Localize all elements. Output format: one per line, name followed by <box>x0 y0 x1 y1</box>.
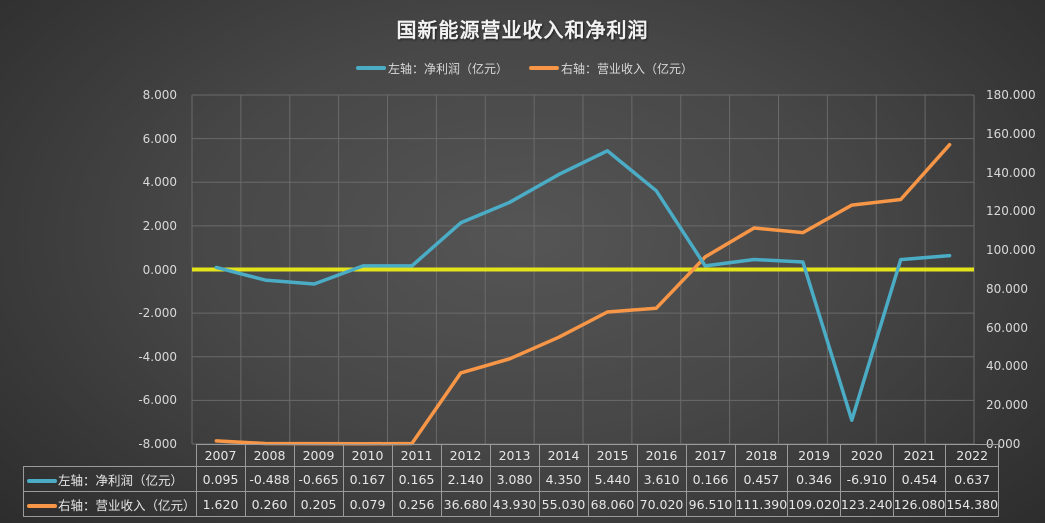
legend-label: 右轴：营业收入（亿元） <box>561 61 694 76</box>
table-row-label: 右轴：营业收入（亿元） <box>23 491 197 517</box>
right-axis-tick: 120.000 <box>986 204 1036 219</box>
table-year-cell: 2015 <box>587 444 638 467</box>
left-axis-tick: 8.000 <box>142 88 177 102</box>
right-axis-tick: 60.000 <box>986 320 1028 335</box>
table-cell: 3.080 <box>489 466 540 492</box>
series-line-net-profit <box>214 149 952 422</box>
left-axis-tick: 2.000 <box>142 218 177 233</box>
table-cell: 0.079 <box>342 491 393 517</box>
table-year-cell: 2017 <box>685 444 736 467</box>
legend-label: 左轴：净利润（亿元） <box>388 61 509 76</box>
table-row-years: 2007 2008 2009 2010 2011 2012 2013 2014 2015 2016… <box>24 444 1000 467</box>
table-row-label-text: 右轴：营业收入（亿元） <box>58 497 196 513</box>
table-row: 右轴：营业收入（亿元） 1.620 0.260 0.205 0.079 0.256 36.6… <box>23 491 1000 517</box>
table-year-cell: 2013 <box>489 444 540 467</box>
table-cell: 2.140 <box>440 466 491 492</box>
table-cell: 0.637 <box>945 466 1000 492</box>
table-cell: 36.680 <box>440 491 491 517</box>
table-cell: 3.610 <box>636 466 687 492</box>
table-year-cell: 2010 <box>342 444 393 467</box>
table-cell: 4.350 <box>538 466 589 492</box>
table-cell: 123.240 <box>839 491 894 517</box>
table-cell: 0.457 <box>734 466 789 492</box>
series-line-revenue <box>214 142 952 446</box>
table-year-cell: 2021 <box>892 444 947 467</box>
table-year-cell: 2020 <box>839 444 894 467</box>
table-cell: 154.380 <box>945 491 1000 517</box>
legend-item-revenue[interactable]: 右轴：营业收入（亿元） <box>529 59 693 77</box>
table-cell: 111.390 <box>734 491 789 517</box>
table-cell: 5.440 <box>587 466 638 492</box>
table-cell: 70.020 <box>636 491 687 517</box>
table-cell: 0.167 <box>342 466 393 492</box>
table-cell: -6.910 <box>839 466 894 492</box>
table-year-cell: 2009 <box>293 444 344 467</box>
right-axis-tick: 140.000 <box>986 165 1036 180</box>
table-cell: 1.620 <box>195 491 246 517</box>
left-axis-tick: 6.000 <box>142 131 177 146</box>
table-cell: 43.930 <box>489 491 540 517</box>
table-corner <box>24 445 197 467</box>
right-axis-tick: 160.000 <box>986 126 1036 141</box>
table-cell: 0.165 <box>391 466 442 492</box>
data-table: 2007 2008 2009 2010 2011 2012 2013 2014 2015 2016… <box>23 444 1000 517</box>
right-axis-tick: 40.000 <box>986 359 1028 374</box>
left-axis-tick: -4.000 <box>138 349 177 364</box>
right-axis-tick: 100.000 <box>986 243 1036 258</box>
table-year-cell: 2008 <box>244 444 295 467</box>
table-year-cell: 2016 <box>636 444 687 467</box>
table-cell: -0.665 <box>293 466 344 492</box>
table-cell: 126.080 <box>892 491 947 517</box>
table-cell: 68.060 <box>587 491 638 517</box>
chart-title: 国新能源营业收入和净利润 <box>396 18 649 42</box>
table-cell: 96.510 <box>685 491 736 517</box>
left-axis-tick: -8.000 <box>138 437 177 451</box>
table-cell: 0.095 <box>195 466 246 492</box>
table-cell: 55.030 <box>538 491 589 517</box>
table-cell: -0.488 <box>244 466 295 492</box>
table-row-label-text: 左轴：净利润（亿元） <box>58 472 184 488</box>
table-cell: 0.166 <box>685 466 736 492</box>
table-year-cell: 2014 <box>538 444 589 467</box>
legend-key-net-profit-icon <box>27 479 57 483</box>
table-year-cell: 2007 <box>195 444 246 467</box>
table-row-label: 左轴：净利润（亿元） <box>23 466 197 492</box>
table-cell: 0.260 <box>244 491 295 517</box>
left-axis-tick: 4.000 <box>142 175 177 190</box>
table-cell: 109.020 <box>787 491 841 517</box>
table-year-cell: 2019 <box>787 444 841 467</box>
left-axis-tick: 0.000 <box>142 262 177 277</box>
right-axis-tick: 20.000 <box>986 398 1028 413</box>
legend-swatch-revenue-icon <box>529 66 559 70</box>
left-axis-tick: -2.000 <box>138 306 177 321</box>
table-year-cell: 2012 <box>440 444 491 467</box>
table-cell: 0.454 <box>892 466 947 492</box>
table-cell: 0.205 <box>293 491 344 517</box>
legend-key-revenue-icon <box>27 504 57 508</box>
right-axis-tick: 180.000 <box>986 88 1036 102</box>
legend: 左轴：净利润（亿元） 右轴：营业收入（亿元） <box>0 59 1045 77</box>
table-year-cell: 2011 <box>391 444 442 467</box>
table-row: 左轴：净利润（亿元） 0.095 -0.488 -0.665 0.167 0.165 2.1… <box>23 466 1000 492</box>
legend-swatch-net-profit-icon <box>356 66 386 70</box>
right-axis-tick: 80.000 <box>986 281 1028 296</box>
table-year-cell: 2022 <box>945 444 1000 467</box>
legend-item-net-profit[interactable]: 左轴：净利润（亿元） <box>356 59 508 77</box>
table-cell: 0.346 <box>787 466 841 492</box>
left-axis-tick: -6.000 <box>138 393 177 408</box>
table-cell: 0.256 <box>391 491 442 517</box>
table-year-cell: 2018 <box>734 444 789 467</box>
